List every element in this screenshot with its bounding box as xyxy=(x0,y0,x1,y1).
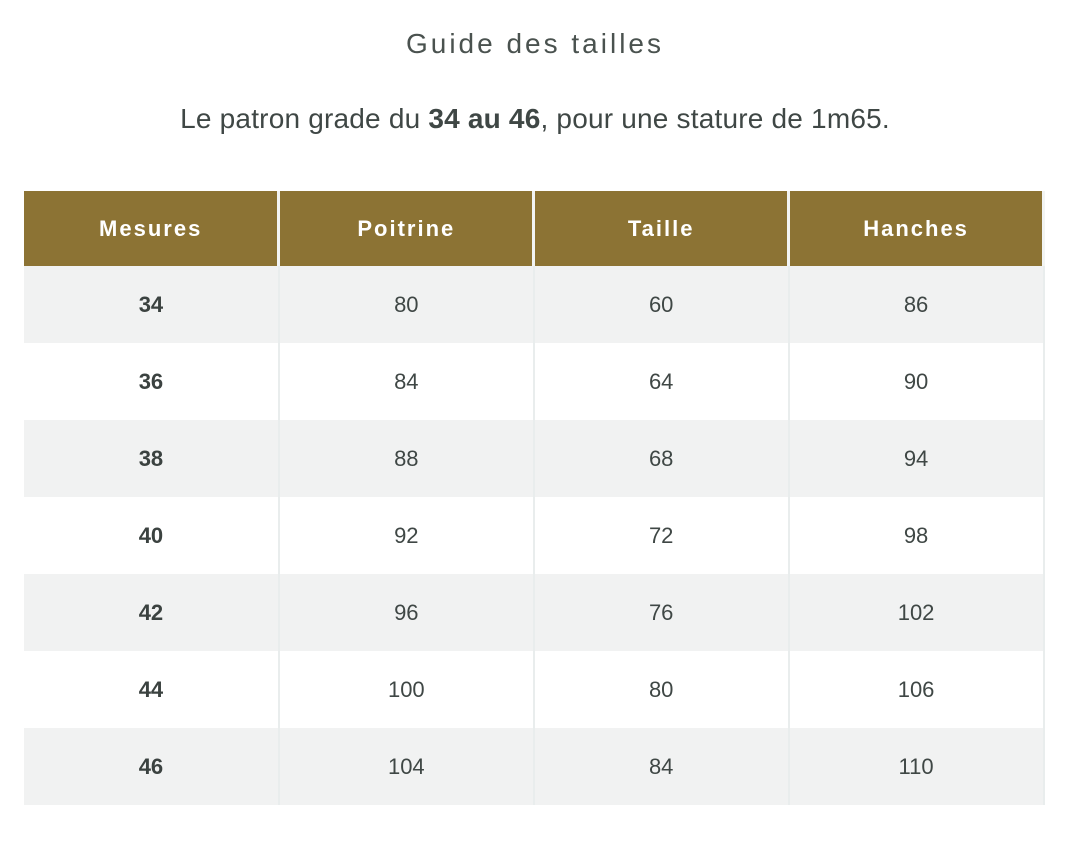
grading-note: Le patron grade du 34 au 46, pour une st… xyxy=(0,101,1070,137)
measurement-cell: 72 xyxy=(533,497,790,574)
measurement-cell: 84 xyxy=(278,343,535,420)
measurement-cell: 88 xyxy=(278,420,535,497)
grading-note-prefix: Le patron grade du xyxy=(180,103,429,134)
measurement-cell: 110 xyxy=(788,728,1045,805)
grading-note-suffix: , pour une stature de 1m65. xyxy=(540,103,890,134)
table-row: 46 104 84 110 xyxy=(24,728,1045,805)
size-cell: 42 xyxy=(24,574,280,651)
size-cell: 36 xyxy=(24,343,280,420)
table-row: 34 80 60 86 xyxy=(24,266,1045,343)
measurement-cell: 80 xyxy=(278,266,535,343)
size-cell: 34 xyxy=(24,266,280,343)
page-title: Guide des tailles xyxy=(405,28,664,59)
measurement-cell: 76 xyxy=(533,574,790,651)
measurement-cell: 100 xyxy=(278,651,535,728)
table-row: 36 84 64 90 xyxy=(24,343,1045,420)
size-cell: 44 xyxy=(24,651,280,728)
table-row: 38 88 68 94 xyxy=(24,420,1045,497)
grading-note-size-range: 34 au 46 xyxy=(428,103,541,134)
measurement-cell: 90 xyxy=(788,343,1045,420)
size-guide-table: Mesures Poitrine Taille Hanches 34 80 60 86… xyxy=(24,191,1045,805)
table-row: 44 100 80 106 xyxy=(24,651,1045,728)
table-row: 42 96 76 102 xyxy=(24,574,1045,651)
measurement-cell: 80 xyxy=(533,651,790,728)
size-cell: 46 xyxy=(24,728,280,805)
measurement-cell: 96 xyxy=(278,574,535,651)
measurement-cell: 84 xyxy=(533,728,790,805)
measurement-cell: 92 xyxy=(278,497,535,574)
measurement-cell: 86 xyxy=(788,266,1045,343)
measurement-cell: 68 xyxy=(533,420,790,497)
header-taille: Taille xyxy=(533,191,791,266)
size-table-body: 34 80 60 86 36 84 64 90 38 88 68 94 40 92 72 98 42 96 76 10… xyxy=(24,266,1045,805)
table-row: 40 92 72 98 xyxy=(24,497,1045,574)
size-cell: 40 xyxy=(24,497,280,574)
measurement-cell: 104 xyxy=(278,728,535,805)
measurement-cell: 106 xyxy=(788,651,1045,728)
measurement-cell: 94 xyxy=(788,420,1045,497)
measurement-cell: 102 xyxy=(788,574,1045,651)
measurement-cell: 60 xyxy=(533,266,790,343)
size-cell: 38 xyxy=(24,420,280,497)
header-hanches: Hanches xyxy=(788,191,1045,266)
header-poitrine: Poitrine xyxy=(278,191,536,266)
size-table-header: Mesures Poitrine Taille Hanches xyxy=(24,191,1045,266)
measurement-cell: 98 xyxy=(788,497,1045,574)
measurement-cell: 64 xyxy=(533,343,790,420)
header-row: Mesures Poitrine Taille Hanches xyxy=(24,191,1045,266)
header-mesures: Mesures xyxy=(24,191,281,266)
